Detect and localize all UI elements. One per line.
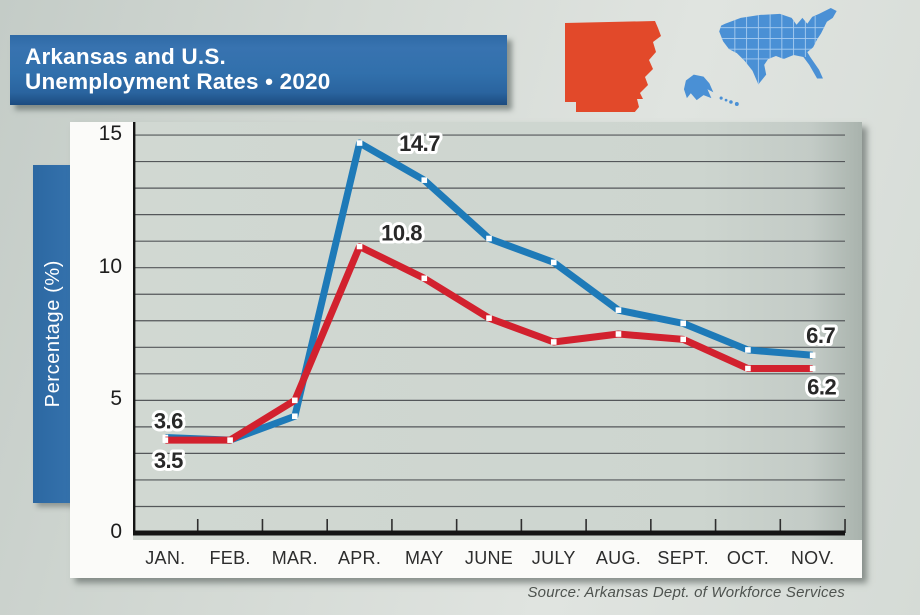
data-point-marker [292, 413, 298, 420]
data-point-marker [550, 339, 557, 345]
x-axis-label: MAR. [271, 548, 318, 568]
data-point-label: 6.7 [806, 323, 835, 348]
y-tick-label: 0 [110, 520, 122, 543]
x-axis-label: JULY [531, 548, 576, 568]
data-point-label: 10.8 [381, 220, 422, 245]
arkansas-shape-path [565, 21, 661, 112]
data-point-marker [421, 177, 428, 183]
data-point-marker [550, 259, 557, 266]
source-note: Source: Arkansas Dept. of Workforce Serv… [527, 584, 845, 601]
x-axis-label: MAY [404, 548, 444, 568]
data-point-marker [162, 437, 169, 443]
y-tick-label: 15 [98, 122, 122, 146]
data-point-marker [809, 352, 816, 359]
plot-area: 3.6 3.5 14.7 10.8 6.7 6.2 [133, 122, 862, 540]
x-axis-label: FEB. [209, 548, 251, 568]
line-chart-svg: 3.6 3.5 14.7 10.8 6.7 6.2 [133, 122, 846, 536]
data-point-label: 3.6 [154, 408, 183, 433]
us-map-icon [683, 8, 837, 106]
data-point-label: 6.2 [807, 375, 836, 400]
us-alaska-path [683, 74, 714, 101]
data-point-label: 3.5 [154, 448, 183, 473]
x-axis-label: NOV. [790, 548, 835, 568]
data-point-marker [745, 365, 751, 372]
us-state-lines [719, 13, 834, 85]
x-axis-label: JUNE [464, 548, 514, 568]
y-tick-label: 5 [110, 387, 122, 411]
data-point-marker [486, 315, 492, 321]
data-point-label: 14.7 [399, 131, 440, 156]
chart-panel: 3.6 3.5 14.7 10.8 6.7 6.2 0 5 10 15 JAN. FEB. MAR. A… [70, 122, 862, 578]
arkansas-shape-icon [565, 21, 661, 112]
x-axis-label: APR. [337, 548, 382, 568]
title-line-1: Arkansas and U.S. [25, 44, 226, 69]
data-point-marker [356, 140, 363, 146]
x-axis-label: SEPT. [657, 548, 709, 568]
x-axis-label: AUG. [595, 548, 642, 568]
data-point-marker [809, 365, 816, 372]
data-point-marker [615, 331, 622, 337]
data-point-marker [356, 243, 363, 250]
data-point-marker [680, 336, 686, 343]
y-axis-title: Percentage (%) [41, 260, 64, 408]
title-bar: Arkansas and U.S. Unemployment Rates • 2… [10, 35, 507, 105]
data-point-marker [486, 235, 492, 242]
data-point-marker [292, 397, 298, 404]
y-tick-label: 10 [98, 254, 122, 278]
us-mainland-path [719, 8, 837, 85]
x-axis-label: OCT. [726, 548, 770, 568]
data-point-marker [615, 307, 622, 313]
data-point-marker [227, 437, 233, 443]
arkansas-line [165, 242, 813, 444]
x-axis-label: JAN. [145, 548, 186, 568]
title-line-2: Unemployment Rates • 2020 [25, 69, 331, 94]
y-axis-title-bar: Percentage (%) [33, 165, 73, 503]
data-point-marker [680, 320, 686, 327]
data-point-marker [745, 347, 751, 353]
us-hawaii-path [719, 96, 739, 106]
data-point-marker [421, 275, 428, 282]
